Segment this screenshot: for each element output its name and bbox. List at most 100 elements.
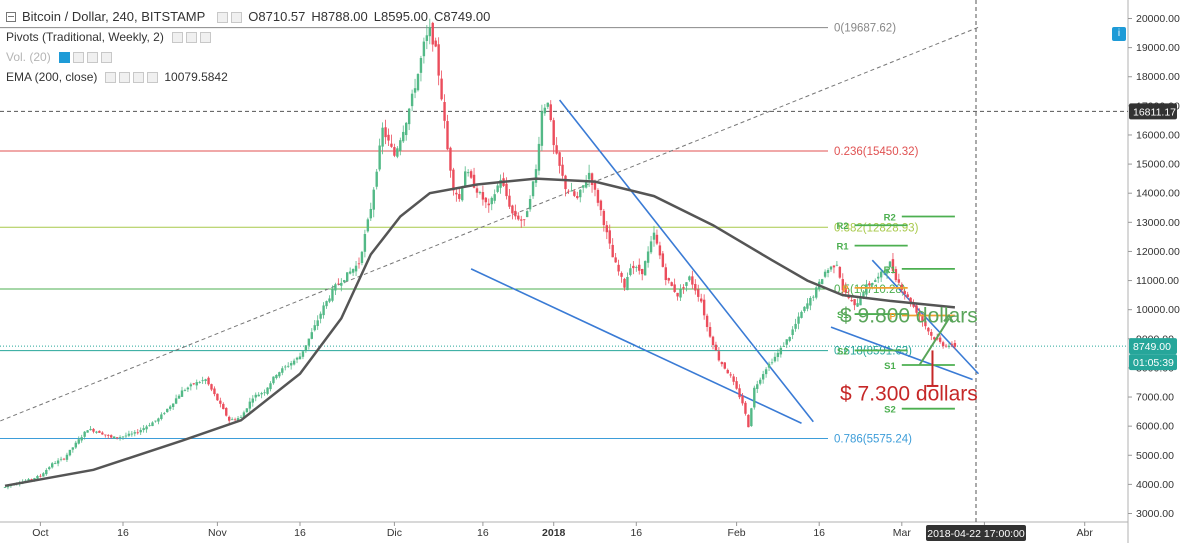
fib-level-label: 0.236(15450.32) xyxy=(834,146,919,158)
info-icon[interactable]: i xyxy=(1112,27,1126,41)
candle-body xyxy=(59,458,63,460)
candle-body xyxy=(915,305,918,313)
trendline[interactable] xyxy=(830,326,973,381)
candle-body xyxy=(157,418,160,422)
candle-body xyxy=(281,368,284,373)
remove-icon[interactable] xyxy=(100,51,112,63)
eye-icon[interactable] xyxy=(171,31,183,43)
candle-body xyxy=(885,269,889,274)
candle-body xyxy=(98,430,101,433)
collapse-icon[interactable] xyxy=(6,12,16,22)
candle-body xyxy=(413,88,417,93)
eye-icon[interactable] xyxy=(217,11,229,23)
candle-body xyxy=(30,479,33,480)
candle-body xyxy=(118,437,122,438)
candle-body xyxy=(779,347,783,355)
add-icon[interactable] xyxy=(86,51,98,63)
candle-body xyxy=(363,234,367,252)
candle-body xyxy=(723,362,726,369)
candle-body xyxy=(174,398,178,404)
candle-body xyxy=(33,478,36,480)
x-tick-label: Nov xyxy=(208,527,227,539)
remove-icon[interactable] xyxy=(147,71,159,83)
candle-body xyxy=(245,408,249,413)
candle-body xyxy=(369,208,372,219)
candle-body xyxy=(620,272,623,277)
candle-body xyxy=(735,381,738,389)
candle-body xyxy=(877,276,880,279)
candle-body xyxy=(292,360,296,365)
settings-icon[interactable] xyxy=(185,31,197,43)
settings-icon[interactable] xyxy=(119,71,131,83)
candle-body xyxy=(711,336,715,346)
candle-body xyxy=(104,434,107,436)
candle-body xyxy=(472,174,476,188)
ema-label: EMA (200, close) xyxy=(6,70,98,84)
candle-body xyxy=(48,467,51,470)
candle-body xyxy=(269,383,272,390)
candle-body xyxy=(750,408,753,427)
settings-icon[interactable] xyxy=(231,11,243,23)
candle-body xyxy=(611,244,614,258)
dashed-trendline[interactable] xyxy=(0,26,979,426)
candle-body xyxy=(493,194,496,201)
trendline[interactable] xyxy=(871,259,980,375)
settings-icon[interactable] xyxy=(72,51,84,63)
candle-body xyxy=(387,134,390,141)
candle-body xyxy=(354,265,358,272)
y-tick-label: 14000.00 xyxy=(1136,188,1180,200)
candle-body xyxy=(806,303,809,309)
candle-body xyxy=(42,473,45,477)
candle-body xyxy=(251,398,254,403)
candle-body xyxy=(720,362,724,365)
candle-body xyxy=(803,306,806,312)
candle-body xyxy=(399,140,402,151)
eye-icon[interactable] xyxy=(58,51,70,63)
candle-body xyxy=(691,276,694,285)
candle-body xyxy=(443,102,446,121)
candle-body xyxy=(139,430,142,433)
candle-body xyxy=(708,326,712,337)
candle-body xyxy=(257,394,260,397)
candle-body xyxy=(440,78,443,100)
trendline[interactable] xyxy=(558,99,814,423)
candle-body xyxy=(785,339,788,345)
candle-body xyxy=(89,428,92,431)
y-tick-label: 19000.00 xyxy=(1136,42,1180,54)
candle-body xyxy=(298,356,302,360)
trendline[interactable] xyxy=(470,268,802,424)
candle-body xyxy=(756,384,759,389)
candle-body xyxy=(419,58,423,73)
eye-icon[interactable] xyxy=(105,71,117,83)
candle-body xyxy=(537,143,541,171)
candle-body xyxy=(868,283,871,286)
candle-body xyxy=(865,284,868,295)
candle-body xyxy=(53,463,57,464)
candle-body xyxy=(776,352,780,357)
candle-body xyxy=(888,261,892,268)
candle-body xyxy=(207,377,210,385)
candle-body xyxy=(879,271,883,278)
x-tick-label: 16 xyxy=(477,527,489,539)
candle-body xyxy=(641,269,644,275)
candle-body xyxy=(275,374,278,379)
candle-body xyxy=(894,269,898,281)
candle-body xyxy=(652,232,656,240)
y-tick-label: 15000.00 xyxy=(1136,159,1180,171)
remove-icon[interactable] xyxy=(199,31,211,43)
candle-body xyxy=(738,388,741,398)
pivot-label: R1 xyxy=(884,265,897,276)
candle-body xyxy=(334,284,337,291)
candle-body xyxy=(761,374,765,380)
y-tick-label: 12000.00 xyxy=(1136,246,1180,258)
add-icon[interactable] xyxy=(133,71,145,83)
candle-body xyxy=(260,393,263,395)
candle-body xyxy=(39,475,42,477)
candle-body xyxy=(950,343,954,345)
candle-body xyxy=(682,287,685,289)
candle-body xyxy=(593,182,597,190)
candle-body xyxy=(390,143,393,147)
candle-body xyxy=(77,439,80,444)
candle-body xyxy=(163,413,166,415)
